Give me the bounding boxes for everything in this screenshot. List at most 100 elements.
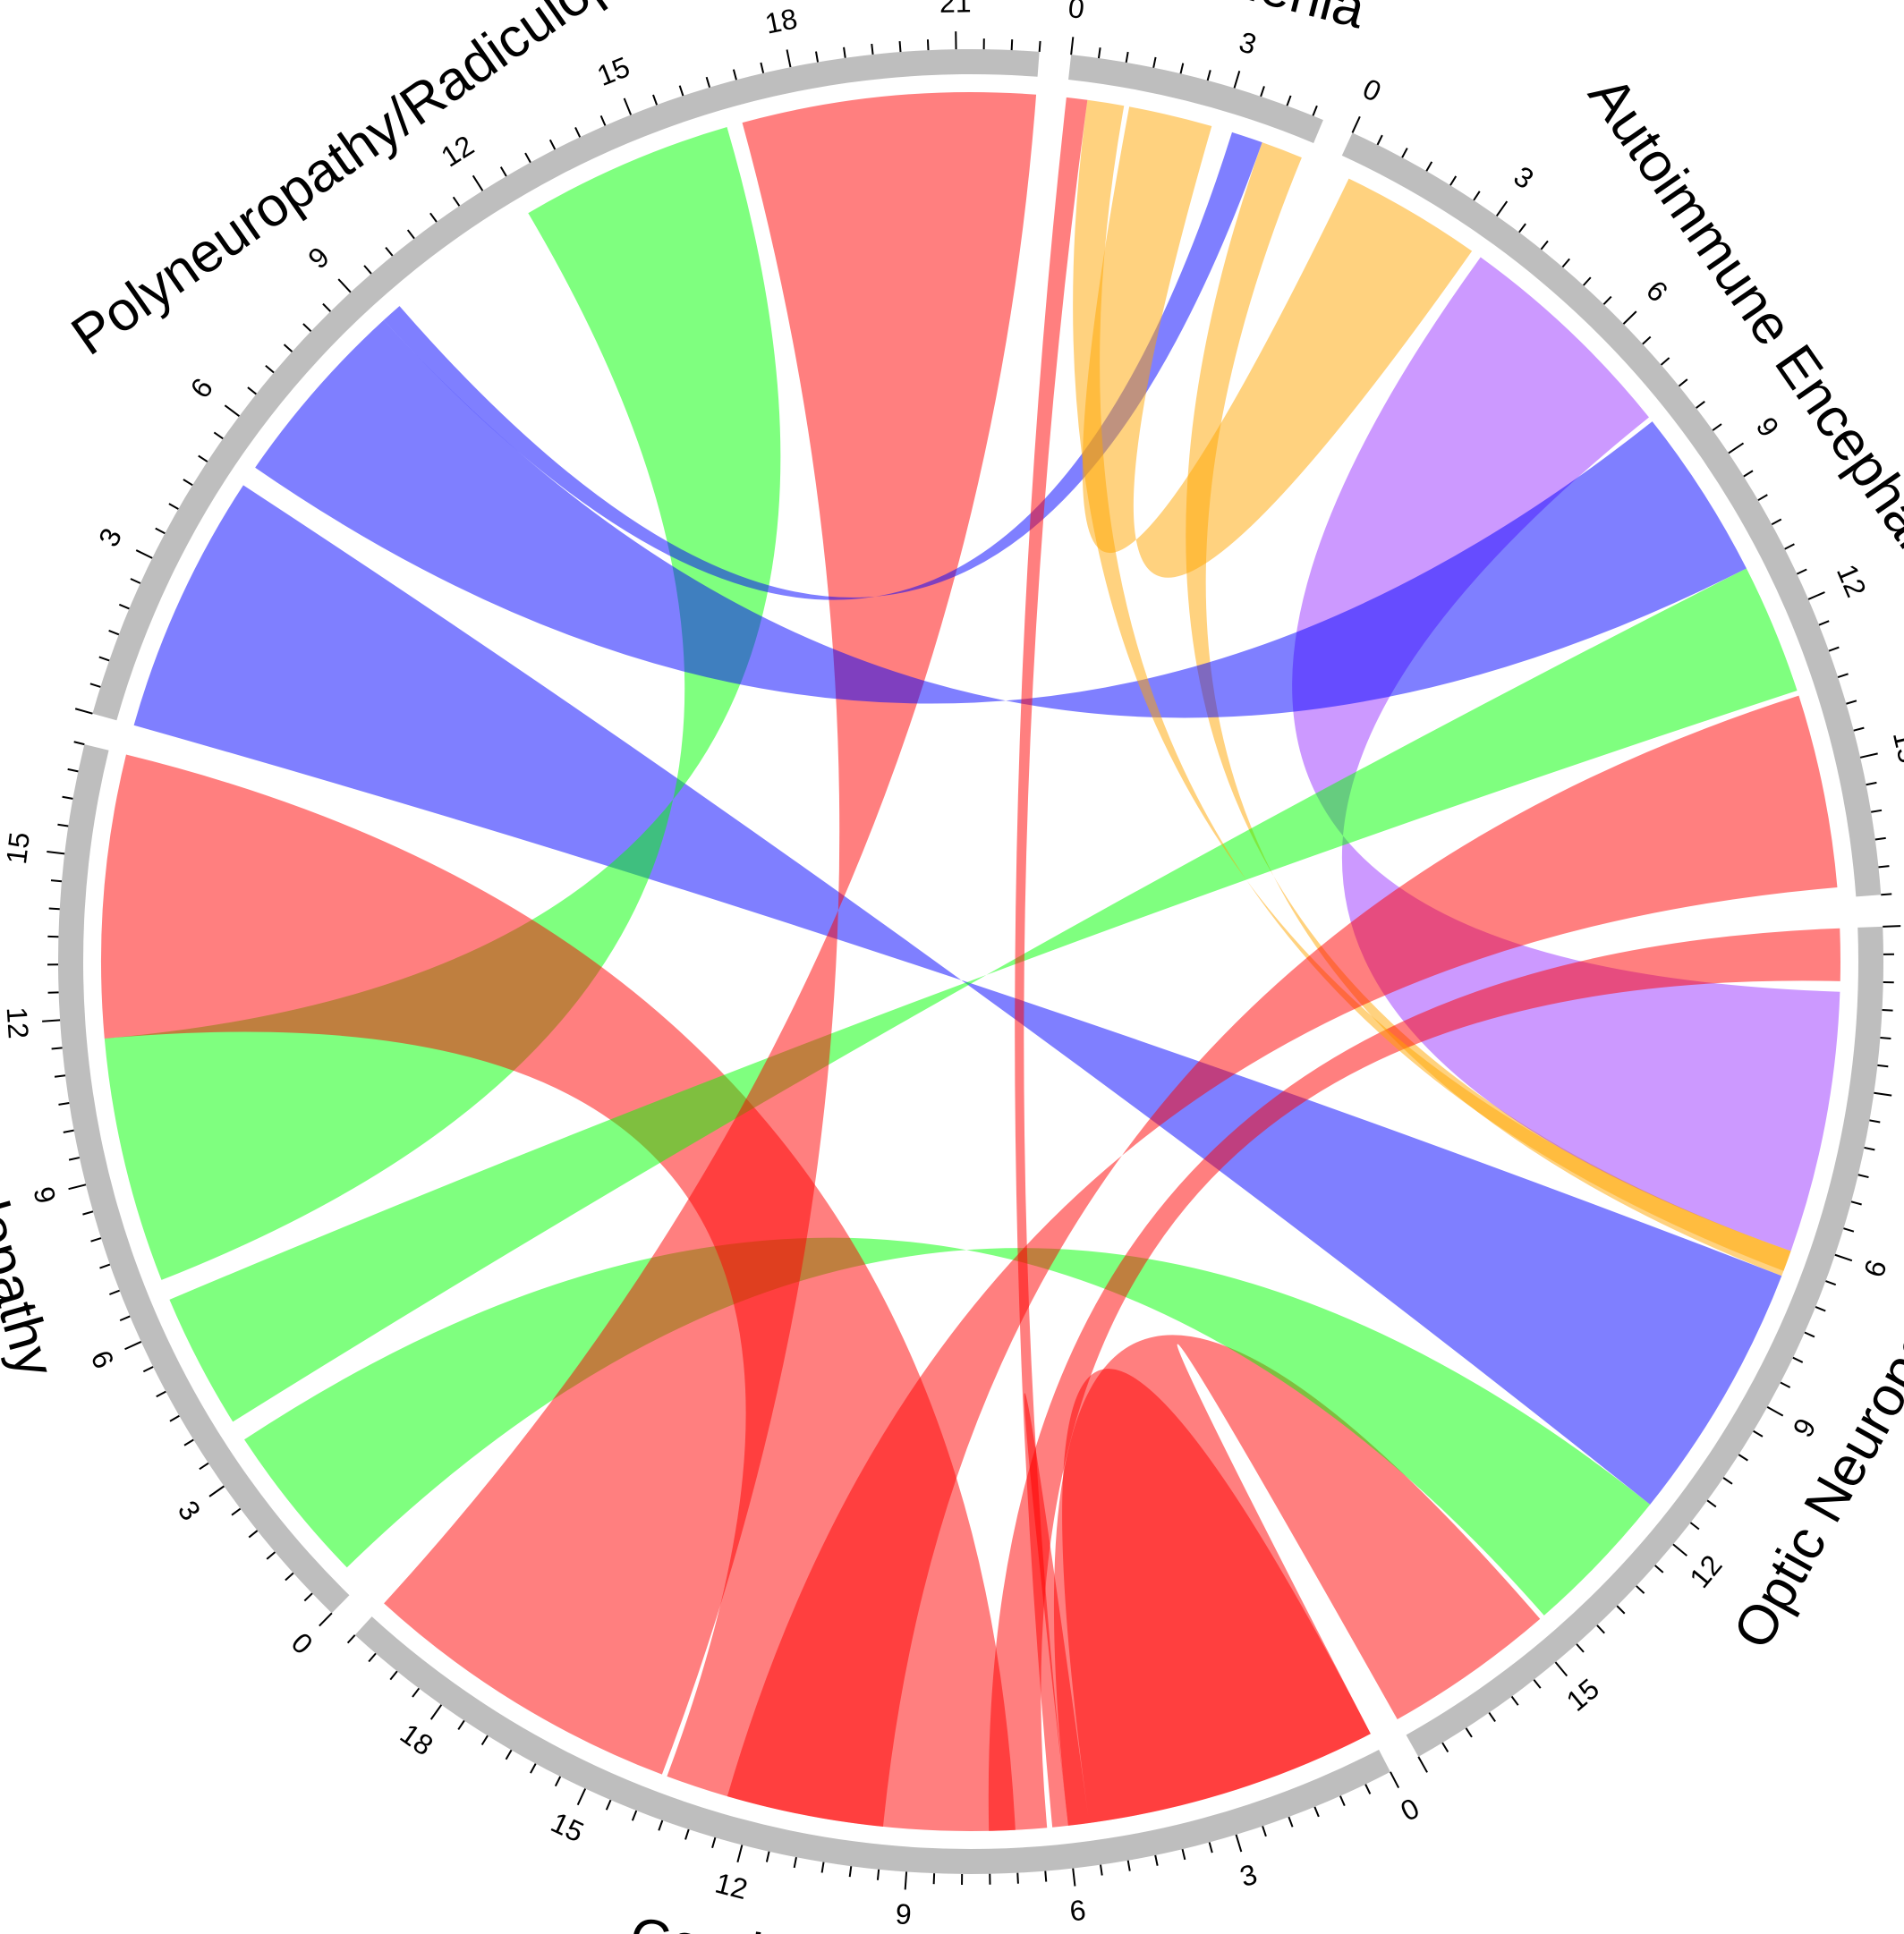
polyneuropathy-radiculopathy-tick: [247, 386, 257, 395]
polyneuropathy-radiculopathy-tick: [406, 229, 415, 240]
autoimmune-encephalopathy-tick: [1660, 357, 1670, 366]
polyneuropathy-radiculopathy-tick-label: 9: [302, 241, 336, 276]
autoimmune-encephalopathy-tick: [1712, 423, 1722, 431]
polyneuropathy-radiculopathy-tick: [108, 630, 120, 636]
optic-neuropathy-tick: [1616, 1605, 1626, 1615]
myelopathy-tick: [57, 823, 69, 827]
optic-neuropathy-tick-label: 9: [1787, 1412, 1823, 1442]
polyneuropathy-radiculopathy-tick: [224, 404, 240, 417]
polyneuropathy-radiculopathy-tick: [472, 174, 484, 191]
polyneuropathy-radiculopathy-tick: [574, 127, 582, 138]
autoimmune-encephalopathy-tick: [1351, 115, 1361, 133]
optic-neuropathy-tick-label: 12: [1683, 1548, 1728, 1593]
optic-neuropathy-tick: [1825, 1280, 1837, 1286]
optic-neuropathy-tick: [1780, 1381, 1791, 1388]
myelopathy-tick: [156, 1390, 166, 1398]
link-polyneuropathy-radiculopathy-to-autoimmune-encephalopathy-12: [255, 319, 1747, 718]
autoimmune-encephalopathy-tick: [1784, 543, 1795, 550]
cerebellar-ataxia-tick: [848, 1866, 853, 1878]
autoimmune-encephalopathy-tick-label: 3: [1508, 160, 1539, 196]
cerebellar-ataxia-tick: [684, 1828, 690, 1840]
myelopathy-tick: [266, 1551, 276, 1560]
link-autoimmune-encephalopathy-to-cerebellar-ataxia-16: [727, 695, 1838, 1828]
autoimmune-encephalopathy-tick: [1771, 518, 1782, 526]
autoimmune-encephalopathy-tick: [1853, 726, 1865, 732]
optic-neuropathy-tick: [1857, 1174, 1869, 1179]
myelopathy-tick: [54, 1074, 66, 1078]
myasthenia-tick: [1152, 56, 1157, 68]
myasthenia-tick: [1260, 86, 1265, 98]
myelopathy-tick-label: 9: [27, 1183, 62, 1207]
polyneuropathy-radiculopathy-tick: [265, 364, 275, 374]
myelopathy-tick: [169, 1414, 180, 1422]
autoimmune-encephalopathy-tick: [1449, 175, 1458, 186]
autoimmune-encephalopathy-tick: [1401, 148, 1408, 158]
polyneuropathy-radiculopathy-tick: [815, 51, 819, 63]
cerebellar-ataxia-tick: [711, 1836, 717, 1848]
cerebellar-ataxia-tick: [1262, 1826, 1267, 1837]
cerebellar-ataxia-tick: [576, 1788, 587, 1806]
cerebellar-ataxia-tick: [631, 1810, 638, 1821]
cerebellar-ataxia-tick: [1044, 1870, 1048, 1882]
myelopathy-tick: [67, 768, 79, 773]
cerebellar-ataxia-tick: [1016, 1872, 1019, 1884]
cerebellar-ataxia-tick: [429, 1704, 443, 1720]
sector-track-myelopathy: [57, 744, 350, 1614]
myasthenia-tick: [1312, 105, 1318, 116]
polyneuropathy-radiculopathy-tick: [732, 69, 737, 81]
cerebellar-ataxia-tick-label: 3: [1237, 1858, 1261, 1894]
autoimmune-encephalopathy-tick: [1859, 752, 1878, 759]
cerebellar-ataxia-tick: [480, 1735, 489, 1746]
autoimmune-encephalopathy-tick: [1495, 200, 1509, 216]
myasthenia-tick: [1097, 47, 1101, 59]
myelopathy-tick: [248, 1530, 259, 1539]
polyneuropathy-radiculopathy-tick: [385, 246, 394, 257]
sector-track-optic-neuropathy: [1406, 926, 1884, 1757]
polyneuropathy-radiculopathy-tick: [118, 603, 130, 610]
cerebellar-ataxia-tick: [1364, 1784, 1372, 1794]
autoimmune-encephalopathy-tick-label: 9: [1750, 411, 1786, 443]
link-myelopathy-to-autoimmune-encephalopathy-9: [169, 568, 1798, 1422]
link-optic-neuropathy-to-myelopathy-2: [244, 1237, 1651, 1616]
sectors-layer: [57, 49, 1884, 1874]
cerebellar-ataxia-tick: [1126, 1860, 1131, 1871]
link-optic-neuropathy-to-cerebellar-ataxia-1: [1053, 1335, 1541, 1826]
autoimmune-encephalopathy-tick: [1561, 258, 1570, 268]
polyneuropathy-radiculopathy-tick: [1010, 38, 1014, 51]
polyneuropathy-radiculopathy-tick: [130, 578, 141, 584]
myelopathy-tick: [58, 1102, 70, 1106]
cerebellar-ataxia-tick: [1313, 1806, 1320, 1818]
myelopathy-tick: [199, 1462, 209, 1471]
cerebellar-ataxia-tick: [1208, 1842, 1213, 1853]
optic-neuropathy-tick: [1689, 1522, 1700, 1531]
polyneuropathy-radiculopathy-tick: [135, 549, 153, 559]
polyneuropathy-radiculopathy-tick: [843, 47, 846, 58]
cerebellar-ataxia-tick: [1100, 1864, 1103, 1876]
optic-neuropathy-tick: [1877, 1064, 1889, 1068]
optic-neuropathy-tick: [1706, 1499, 1717, 1508]
polyneuropathy-radiculopathy-tick: [183, 479, 193, 487]
cerebellar-ataxia-tick: [793, 1856, 797, 1869]
myelopathy-tick: [50, 879, 63, 883]
optic-neuropathy-tick: [1874, 1091, 1892, 1097]
myelopathy-tick: [68, 1157, 81, 1161]
sector-label-myasthenia: Myasthenia: [1081, 0, 1372, 40]
polyneuropathy-radiculopathy-tick: [652, 94, 659, 106]
myelopathy-tick: [119, 1315, 131, 1322]
optic-neuropathy-tick: [1880, 1037, 1891, 1040]
optic-neuropathy-tick: [1815, 1306, 1826, 1312]
optic-neuropathy-tick: [1510, 1695, 1519, 1706]
polyneuropathy-radiculopathy-tick: [786, 49, 792, 68]
autoimmune-encephalopathy-tick: [1518, 223, 1526, 233]
cerebellar-ataxia-tick-label: 15: [546, 1806, 588, 1849]
myelopathy-tick-label: 0: [285, 1626, 319, 1660]
polyneuropathy-radiculopathy-tick: [98, 656, 110, 662]
optic-neuropathy-tick: [1417, 1756, 1428, 1773]
polyneuropathy-radiculopathy-tick: [1038, 40, 1041, 52]
myasthenia-tick-label: 3: [1236, 25, 1260, 61]
polyneuropathy-radiculopathy-tick: [705, 76, 711, 88]
polyneuropathy-radiculopathy-tick-label: 21: [939, 0, 972, 19]
link-myelopathy-to-cerebellar-ataxia-8: [101, 754, 1016, 1831]
optic-neuropathy-tick: [1554, 1661, 1568, 1677]
autoimmune-encephalopathy-tick: [1807, 591, 1825, 600]
